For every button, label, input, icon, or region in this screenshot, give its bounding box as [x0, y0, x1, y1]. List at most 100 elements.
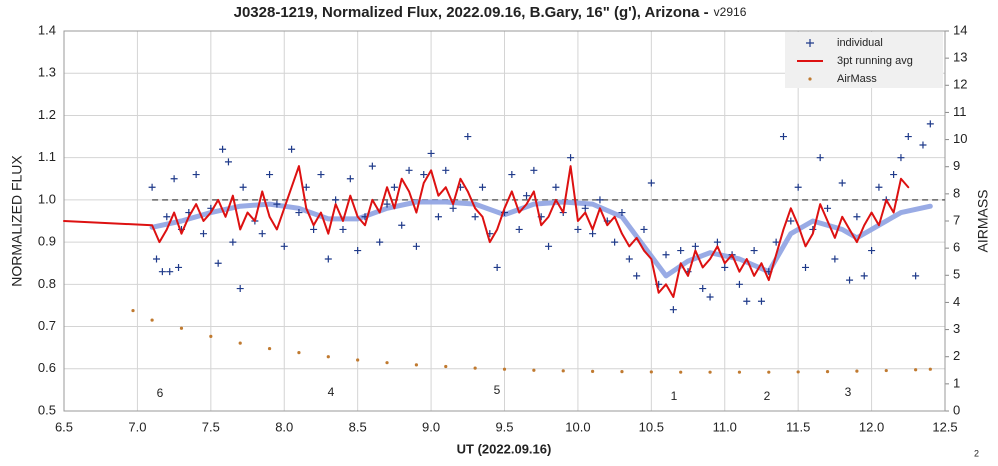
scatter-point: [596, 196, 604, 204]
scatter-point: [794, 183, 802, 191]
scatter-point: [199, 230, 207, 238]
y2-tick-label: 6: [953, 240, 960, 255]
x-tick-label: 9.0: [422, 419, 440, 434]
airmass-point: [825, 370, 830, 374]
scatter-point: [317, 171, 325, 179]
scatter-point: [662, 251, 670, 259]
y-tick-label: 0.5: [38, 402, 56, 417]
legend-label: individual: [837, 37, 883, 49]
scatter-point: [427, 149, 435, 157]
scatter-point: [383, 200, 391, 208]
airmass-point: [209, 334, 213, 338]
airmass-point: [267, 346, 272, 351]
y-tick-label: 0.9: [38, 234, 56, 249]
footnote: 2: [974, 448, 979, 458]
scatter-point: [779, 133, 787, 141]
scatter-point: [158, 268, 166, 276]
scatter-point: [691, 242, 699, 250]
scatter-point: [398, 221, 406, 229]
scatter-point: [574, 225, 582, 233]
scatter-point: [838, 179, 846, 187]
scatter-point: [302, 183, 310, 191]
scatter-point: [390, 183, 398, 191]
x-tick-label: 8.0: [275, 419, 293, 434]
airmass-point: [444, 364, 448, 369]
legend-label: 3pt running avg: [837, 55, 913, 67]
scatter-point: [699, 285, 707, 293]
scatter-point: [148, 183, 156, 191]
airmass-point: [914, 368, 918, 372]
scatter-point: [919, 141, 927, 149]
scatter-point: [219, 145, 227, 153]
x-tick-label: 11.5: [786, 419, 810, 434]
scatter-point: [170, 175, 178, 183]
scatter-point: [434, 213, 442, 221]
scatter-point: [192, 171, 200, 179]
scatter-point: [904, 133, 912, 141]
scatter-point: [787, 217, 795, 225]
scatter-point: [897, 154, 905, 162]
chart-title: J0328-1219, Normalized Flux, 2022.09.16,…: [234, 4, 747, 21]
scatter-point: [713, 238, 721, 246]
scatter-point: [530, 166, 538, 174]
y2-tick-label: 9: [953, 158, 960, 173]
scatter-point: [258, 230, 266, 238]
airmass-point: [473, 366, 477, 370]
airmass-point: [150, 318, 154, 322]
title-version: v2916: [714, 5, 747, 19]
scatter-point: [346, 175, 354, 183]
airmass-point: [737, 370, 742, 374]
airmass-point: [326, 355, 330, 359]
scatter-point: [743, 297, 751, 305]
x-tick-label: 8.5: [349, 419, 367, 434]
scatter-point: [508, 171, 516, 179]
scatter-point: [633, 272, 641, 280]
scatter-point: [239, 183, 247, 191]
scatter-point: [868, 247, 876, 255]
legend-symbol: [806, 39, 814, 47]
y2-tick-label: 11: [953, 104, 967, 119]
scatter-point: [163, 213, 171, 221]
scatter-point: [153, 255, 161, 263]
airmass-point: [620, 370, 624, 374]
scatter-point: [412, 242, 420, 250]
scatter-point: [581, 204, 589, 212]
x-tick-label: 10.5: [639, 419, 664, 434]
airmass-point: [179, 326, 184, 330]
scatter-point: [236, 285, 244, 293]
scatter-point: [368, 162, 376, 170]
scatter-point: [735, 280, 743, 288]
airmass-point: [884, 368, 888, 373]
scatter-point: [721, 263, 729, 271]
y2-axis-label: AIRMASS: [975, 189, 991, 252]
scatter-point: [647, 179, 655, 187]
y2-tick-label: 5: [953, 267, 960, 282]
scatter-point: [449, 204, 457, 212]
annotation: 3: [845, 385, 852, 399]
airmass-point: [561, 369, 565, 373]
annotation: 6: [157, 386, 164, 400]
airmass-point: [385, 361, 389, 365]
scatter-point: [214, 259, 222, 267]
scatter-point: [618, 209, 626, 217]
scatter-point: [816, 154, 824, 162]
scatter-point: [420, 171, 428, 179]
y-tick-label: 0.7: [38, 318, 56, 333]
x-tick-label: 6.5: [55, 419, 73, 434]
airmass-point: [238, 341, 242, 345]
scatter-point: [706, 293, 714, 301]
y-tick-label: 0.6: [38, 360, 56, 375]
scatter-point: [478, 183, 486, 191]
x-tick-label: 7.5: [202, 419, 220, 434]
y-tick-label: 1.2: [38, 107, 56, 122]
airmass-point: [502, 367, 507, 371]
scatter-point: [545, 242, 553, 250]
scatter-point: [567, 154, 575, 162]
airmass-point: [679, 370, 683, 374]
annotation: 4: [328, 385, 335, 399]
legend-label: AirMass: [837, 73, 877, 85]
airmass-point: [928, 367, 932, 371]
scatter-point: [295, 209, 303, 217]
y2-tick-label: 7: [953, 212, 960, 227]
